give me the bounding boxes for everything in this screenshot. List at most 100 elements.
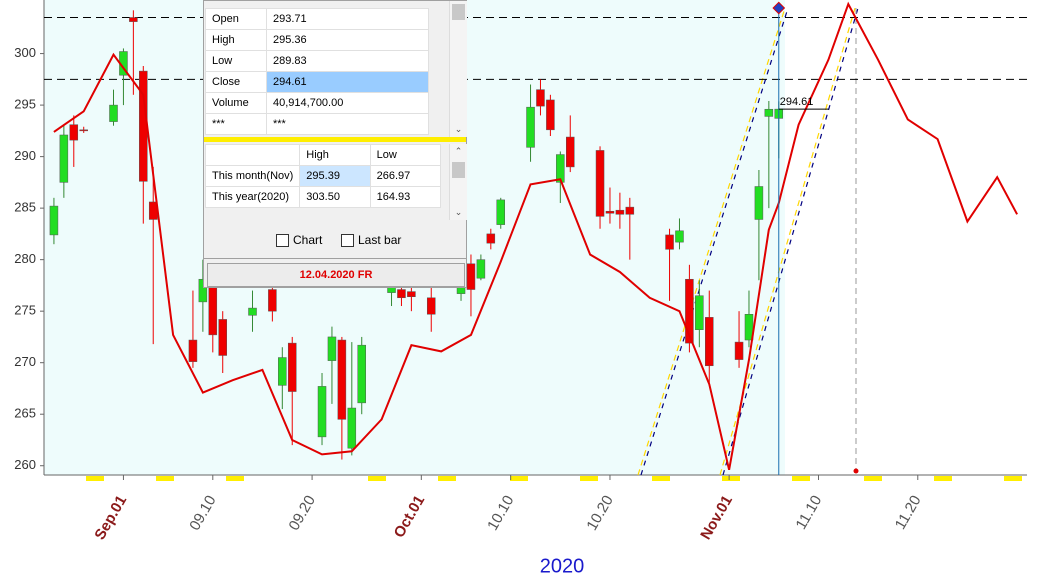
scroll-down[interactable]: ⌄ — [454, 207, 463, 217]
checkbox-label: Last bar — [358, 233, 402, 247]
candle-body — [675, 230, 684, 243]
trend-line — [722, 7, 859, 476]
candle-body — [566, 136, 575, 168]
candle-body — [615, 209, 625, 215]
candle-body — [79, 129, 88, 132]
y-tick-label: 290 — [14, 148, 36, 163]
marker — [1004, 476, 1022, 481]
scrollbar[interactable]: ⌃ ⌄ — [449, 144, 467, 220]
candle-body — [466, 263, 476, 290]
cell: This month(Nov) — [204, 165, 301, 187]
header-cell: Low — [369, 144, 442, 166]
candle-body — [595, 150, 605, 217]
candle-body — [278, 357, 287, 386]
y-tick-label: 270 — [14, 354, 36, 369]
header-cell — [204, 144, 301, 166]
scroll-up[interactable]: ⌃ — [454, 146, 463, 156]
checkbox[interactable]: Last bar — [341, 233, 401, 247]
checkbox-label: Chart — [293, 233, 323, 247]
cell: 266.97 — [369, 165, 442, 187]
field-label: High — [205, 29, 267, 51]
cell: This year(2020) — [204, 186, 301, 208]
candle-body — [198, 278, 208, 303]
cell: 295.39 — [299, 165, 371, 187]
y-tick-label: 280 — [14, 251, 36, 266]
marker — [792, 476, 810, 481]
candle-body — [49, 205, 59, 236]
candle-body — [456, 287, 466, 294]
candle-body — [337, 339, 347, 420]
field-value: 40,914,700.00 — [266, 92, 429, 114]
candle-body — [129, 17, 138, 22]
header-row: High Low — [204, 144, 442, 166]
candle-body — [486, 233, 496, 244]
candle-body — [397, 289, 406, 299]
scroll-down[interactable]: ⌄ — [454, 124, 463, 134]
marker — [86, 476, 104, 481]
candle-body — [496, 199, 505, 225]
marker — [864, 476, 882, 481]
field-value: 294.61 — [266, 71, 429, 93]
info-panel: Open 293.71 High 295.36 Low 289.83 Close 294.61… — [203, 0, 467, 288]
x-tick-label: Oct.01 — [391, 492, 429, 540]
x-tick-label: 11.10 — [792, 492, 825, 532]
candle-body — [734, 341, 744, 360]
candle-body — [139, 70, 148, 182]
candle-body — [59, 134, 69, 183]
trend-line — [640, 7, 789, 476]
separator — [204, 137, 466, 142]
field-label: *** — [205, 113, 267, 135]
cell: 164.93 — [369, 186, 442, 208]
candle-body — [109, 104, 118, 122]
cursor-dot — [853, 468, 859, 474]
candle-body — [268, 289, 277, 312]
cell: 303.50 — [299, 186, 371, 208]
candle-body — [476, 259, 486, 279]
candle-body — [665, 234, 674, 250]
row: Low 289.83 — [205, 50, 429, 72]
candle-body — [426, 297, 436, 315]
future-background — [785, 0, 1027, 475]
candle-body — [347, 407, 357, 449]
row: Close 294.61 — [205, 71, 429, 93]
row: Open 293.71 — [205, 8, 429, 30]
candle-body — [218, 319, 227, 356]
checkbox[interactable]: Chart — [276, 233, 322, 247]
row: This month(Nov) 295.39 266.97 — [204, 165, 442, 187]
date-label: 12.04.2020 FR — [207, 263, 465, 287]
field-value: *** — [266, 113, 429, 135]
scroll-thumb[interactable] — [452, 162, 465, 178]
x-tick-label: 09.10 — [186, 492, 219, 533]
row: This year(2020) 303.50 164.93 — [204, 186, 442, 208]
y-tick-label: 265 — [14, 406, 36, 421]
field-value: 295.36 — [266, 29, 429, 51]
candle-body — [764, 108, 774, 117]
candle-body — [695, 295, 704, 330]
x-tick-label: Sep.01 — [91, 492, 130, 542]
candle-body — [605, 210, 615, 214]
scrollbar[interactable]: ⌄ — [449, 1, 467, 137]
y-tick-label: 275 — [14, 303, 36, 318]
y-tick-label: 300 — [14, 45, 36, 60]
marker — [722, 476, 740, 481]
range-table: High Low This month(Nov) 295.39 266.97 This y… — [204, 144, 442, 208]
x-tick-label: Nov.01 — [697, 492, 736, 542]
scroll-thumb[interactable] — [452, 4, 465, 20]
marker — [510, 476, 528, 481]
field-value: 293.71 — [266, 8, 429, 30]
trend-line — [637, 7, 786, 476]
y-tick-label: 285 — [14, 200, 36, 215]
candle-body — [407, 291, 416, 297]
marker — [368, 476, 386, 481]
candle-body — [705, 317, 714, 367]
candle-body — [754, 186, 764, 220]
x-tick-label: 09.20 — [285, 492, 318, 533]
row: High 295.36 — [205, 29, 429, 51]
field-label: Volume — [205, 92, 267, 114]
row: *** *** — [205, 113, 429, 135]
marker — [226, 476, 244, 481]
candle-body — [625, 206, 635, 215]
last-close-label: 294.61 — [780, 96, 814, 108]
overlay-line — [53, 1, 1018, 471]
